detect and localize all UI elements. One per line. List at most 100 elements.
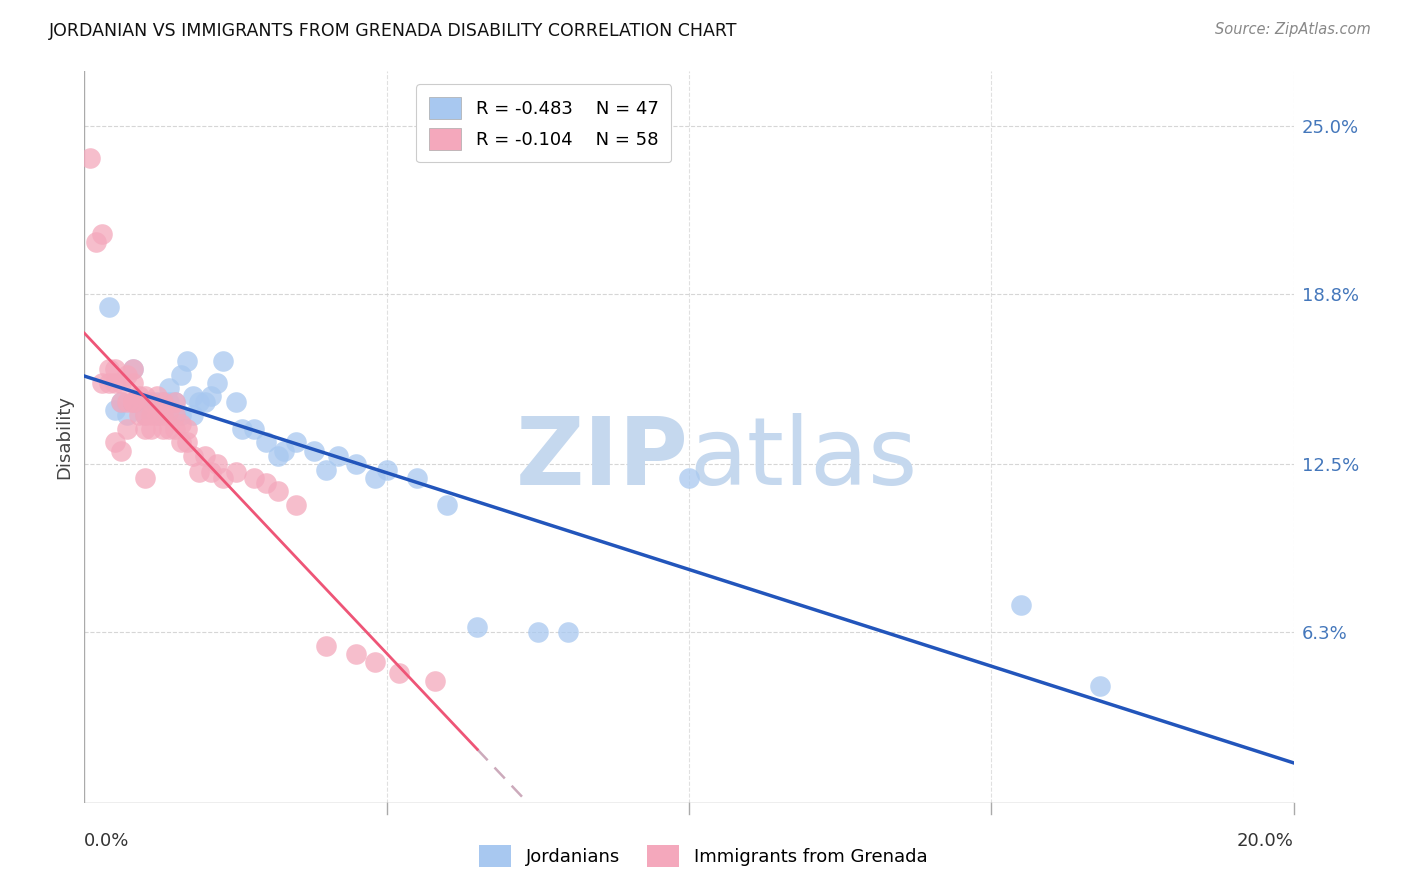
Point (181, 409, 204, 423)
Point (188, 465, 211, 479)
Point (134, 422, 156, 436)
Point (121, 362, 143, 376)
Point (194, 449, 217, 463)
Point (170, 435, 193, 450)
Point (128, 389, 150, 403)
Point (328, 449, 350, 463)
Point (104, 403, 127, 417)
Text: 20.0%: 20.0% (1237, 832, 1294, 850)
Point (110, 376, 132, 390)
Point (134, 409, 156, 423)
Point (200, 465, 222, 479)
Point (146, 409, 169, 423)
Point (165, 422, 187, 436)
Point (139, 395, 162, 409)
Point (146, 409, 169, 423)
Point (285, 498, 308, 512)
Legend: Jordanians, Immigrants from Grenada: Jordanians, Immigrants from Grenada (471, 838, 935, 874)
Point (678, 471, 700, 485)
Point (121, 362, 143, 376)
Point (1088, 679, 1111, 693)
Point (170, 409, 193, 423)
Point (139, 422, 162, 436)
Point (115, 422, 138, 436)
Point (165, 409, 187, 423)
Point (557, 625, 579, 640)
Point (146, 395, 169, 409)
Point (1011, 598, 1033, 612)
Point (115, 409, 138, 423)
Point (110, 443, 132, 458)
Point (188, 395, 211, 409)
Point (110, 395, 132, 409)
Point (152, 422, 174, 436)
Point (152, 395, 174, 409)
Point (176, 435, 198, 450)
Point (134, 409, 156, 423)
Point (212, 354, 235, 368)
Point (181, 389, 204, 403)
Y-axis label: Disability: Disability (55, 395, 73, 479)
Point (79, 151, 101, 165)
Point (212, 471, 235, 485)
Point (91, 227, 114, 241)
Point (225, 395, 247, 409)
Text: Source: ZipAtlas.com: Source: ZipAtlas.com (1215, 22, 1371, 37)
Point (170, 368, 193, 382)
Point (200, 389, 222, 403)
Point (527, 625, 550, 640)
Point (315, 462, 337, 476)
Point (254, 476, 277, 491)
Point (104, 362, 127, 376)
Point (181, 449, 204, 463)
Point (207, 376, 229, 390)
Point (225, 465, 247, 479)
Point (207, 457, 229, 471)
Text: ZIP: ZIP (516, 413, 689, 505)
Point (363, 471, 385, 485)
Point (97, 362, 120, 376)
Point (267, 484, 290, 499)
Point (152, 409, 174, 423)
Point (194, 395, 217, 409)
Point (91, 376, 114, 390)
Point (157, 395, 180, 409)
Point (467, 620, 489, 634)
Text: JORDANIAN VS IMMIGRANTS FROM GRENADA DISABILITY CORRELATION CHART: JORDANIAN VS IMMIGRANTS FROM GRENADA DIS… (49, 22, 738, 40)
Point (242, 471, 264, 485)
Point (146, 389, 169, 403)
Point (121, 376, 143, 390)
Point (115, 368, 138, 382)
Point (104, 376, 127, 390)
Point (315, 639, 337, 653)
Point (406, 471, 429, 485)
Point (139, 409, 162, 423)
Point (176, 422, 198, 436)
Point (388, 665, 411, 680)
Point (267, 449, 290, 463)
Point (165, 395, 187, 409)
Point (242, 422, 264, 436)
Point (273, 443, 295, 458)
Point (176, 354, 198, 368)
Point (157, 422, 180, 436)
Point (254, 435, 277, 450)
Point (134, 471, 156, 485)
Point (375, 462, 398, 476)
Point (423, 673, 446, 688)
Point (231, 422, 253, 436)
Point (121, 395, 143, 409)
Legend: R = -0.483    N = 47, R = -0.104    N = 58: R = -0.483 N = 47, R = -0.104 N = 58 (416, 84, 672, 162)
Point (346, 457, 368, 471)
Point (363, 655, 385, 669)
Point (285, 435, 308, 450)
Point (86, 235, 108, 249)
Point (121, 395, 143, 409)
Text: atlas: atlas (689, 413, 917, 505)
Point (128, 395, 150, 409)
Point (128, 409, 150, 423)
Point (104, 435, 127, 450)
Point (97, 300, 120, 314)
Point (139, 395, 162, 409)
Point (170, 417, 193, 431)
